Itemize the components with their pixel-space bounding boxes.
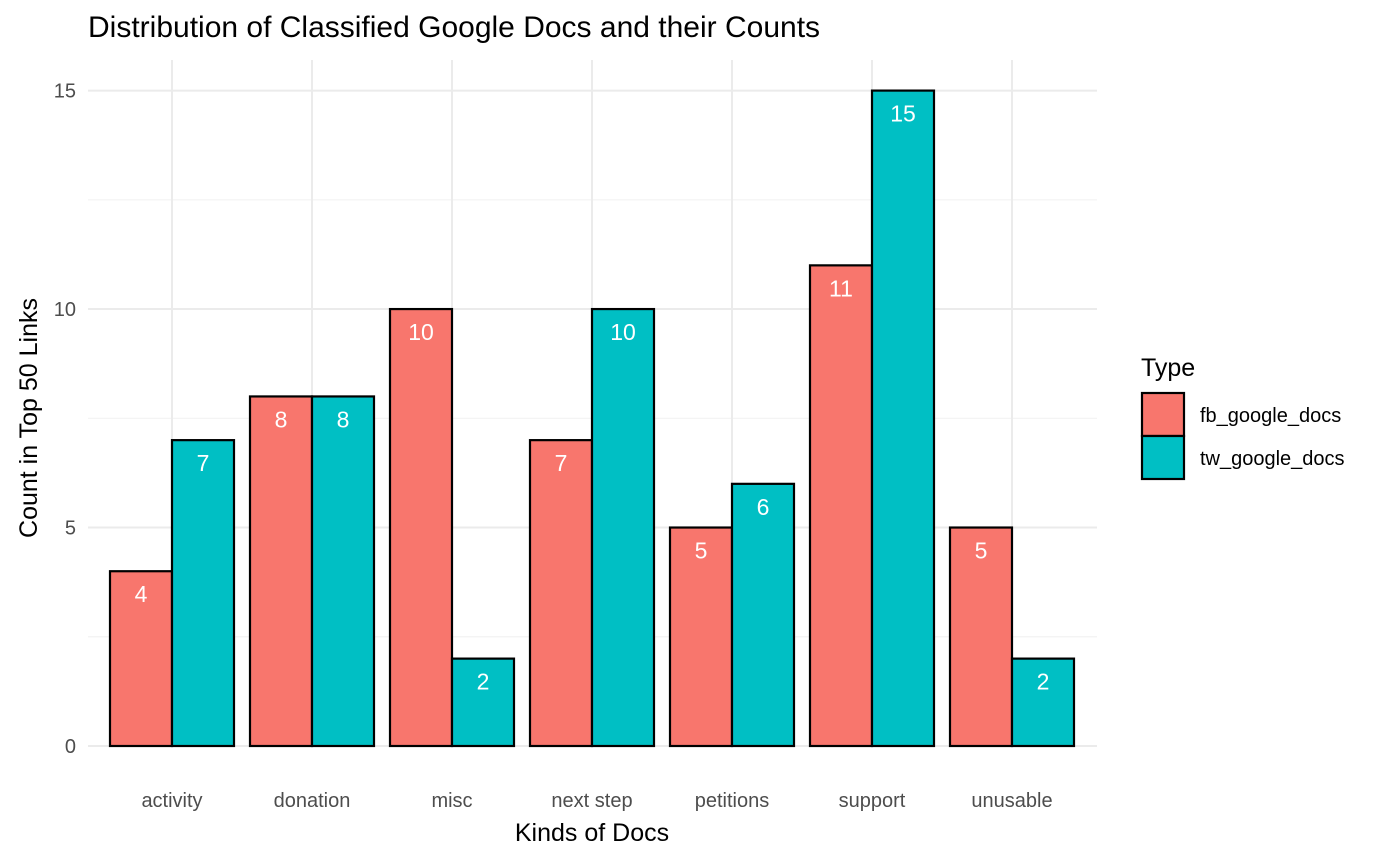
bar-value-label: 6 xyxy=(757,494,770,520)
x-tick-label: next step xyxy=(551,790,632,812)
legend: Type fb_google_docs tw_google_docs xyxy=(1140,354,1345,481)
bar-tw_google_docs xyxy=(170,439,236,748)
bar-value-label: 10 xyxy=(610,319,636,345)
bar-tw_google_docs xyxy=(1010,657,1076,748)
bar-tw_google_docs xyxy=(590,307,656,748)
bar-labels: 4 7 8 8 10 2 7 10 5 6 11 15 5 2 xyxy=(135,101,1050,695)
bar-tw_google_docs xyxy=(450,657,516,748)
x-tick-label: petitions xyxy=(695,790,770,812)
bar-value-label: 7 xyxy=(555,450,568,476)
legend-label: fb_google_docs xyxy=(1200,405,1341,427)
bars xyxy=(108,89,1076,748)
y-tick-label: 0 xyxy=(65,736,76,758)
x-axis-title: Kinds of Docs xyxy=(515,819,669,847)
x-tick-label: donation xyxy=(274,790,351,812)
chart-title: Distribution of Classified Google Docs a… xyxy=(88,11,820,44)
bar-fb_google_docs xyxy=(388,307,454,748)
bar-tw_google_docs xyxy=(310,395,376,748)
bar-tw_google_docs xyxy=(730,482,796,748)
bar-value-label: 11 xyxy=(829,275,853,301)
x-tick-label: activity xyxy=(141,790,202,812)
legend-key-fb_google_docs xyxy=(1140,391,1186,438)
bar-value-label: 8 xyxy=(337,406,350,432)
bar-fb_google_docs xyxy=(808,264,874,748)
x-tick-label: unusable xyxy=(971,790,1052,812)
legend-key-tw_google_docs xyxy=(1140,434,1186,481)
y-tick-label: 5 xyxy=(65,518,76,540)
y-axis-title: Count in Top 50 Links xyxy=(15,298,43,538)
y-tick-label: 15 xyxy=(54,81,76,103)
y-tick-label: 10 xyxy=(54,299,76,321)
bar-value-label: 7 xyxy=(197,450,210,476)
x-tick-label: support xyxy=(839,790,906,812)
bar-tw_google_docs xyxy=(870,89,936,748)
bar-value-label: 4 xyxy=(135,581,148,607)
x-axis-ticks: activity donation misc next step petitions su… xyxy=(141,790,1052,812)
bar-value-label: 5 xyxy=(975,538,988,564)
bar-value-label: 10 xyxy=(408,319,434,345)
legend-label: tw_google_docs xyxy=(1200,448,1345,470)
bar-value-label: 2 xyxy=(1037,669,1050,695)
bar-value-label: 5 xyxy=(695,538,708,564)
bar-value-label: 8 xyxy=(275,406,288,432)
bar-fb_google_docs xyxy=(948,526,1014,748)
bar-fb_google_docs xyxy=(528,439,594,748)
y-axis-ticks: 0 5 10 15 xyxy=(54,81,76,758)
bar-value-label: 15 xyxy=(890,101,916,127)
legend-title: Type xyxy=(1141,354,1195,382)
bar-value-label: 2 xyxy=(477,669,490,695)
x-tick-label: misc xyxy=(431,790,472,812)
bar-fb_google_docs xyxy=(248,395,314,748)
